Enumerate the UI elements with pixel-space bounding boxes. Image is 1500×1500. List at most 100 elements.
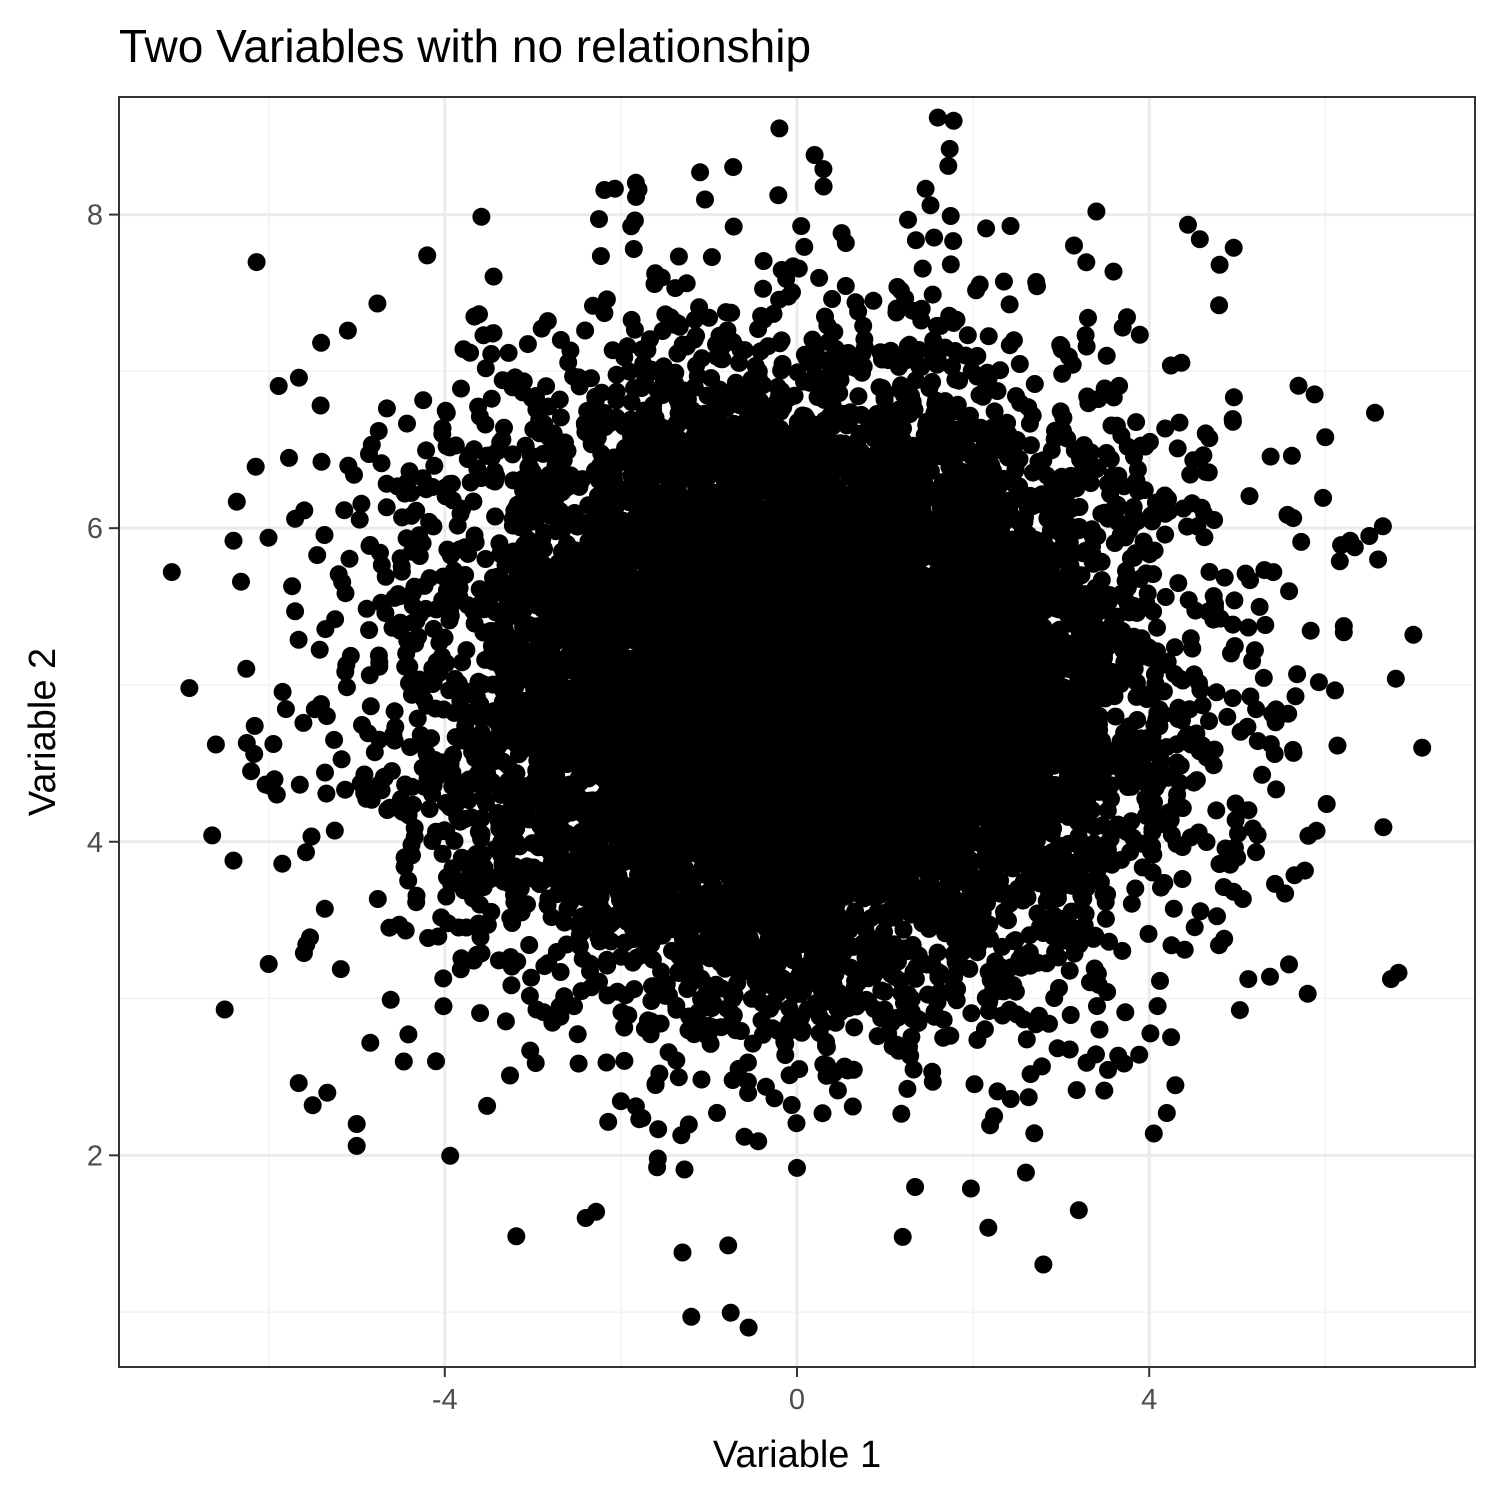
scatter-point <box>725 986 744 1005</box>
scatter-point <box>1210 936 1228 955</box>
scatter-point <box>430 633 449 652</box>
scatter-point <box>312 333 331 352</box>
scatter-point <box>1225 591 1244 610</box>
scatter-point <box>456 810 475 828</box>
scatter-point <box>325 821 344 840</box>
scatter-point <box>1156 525 1175 544</box>
scatter-point <box>1032 1057 1051 1076</box>
scatter-point <box>1200 562 1219 581</box>
scatter-point <box>290 775 309 794</box>
scatter-point <box>414 391 433 410</box>
scatter-point <box>832 224 851 243</box>
scatter-point <box>464 492 483 511</box>
scatter-point <box>1280 955 1298 974</box>
scatter-point <box>854 316 873 335</box>
scatter-point <box>377 474 396 493</box>
scatter-point <box>476 415 495 434</box>
scatter-point <box>417 441 436 460</box>
scatter-point <box>677 274 696 293</box>
scatter-point <box>792 217 811 236</box>
scatter-point <box>754 279 773 298</box>
scatter-point <box>958 326 977 345</box>
scatter-point <box>615 1051 634 1070</box>
scatter-point <box>970 275 989 294</box>
scatter-point <box>941 255 960 274</box>
scatter-point <box>979 327 998 346</box>
scatter-point <box>814 177 833 196</box>
scatter-point <box>350 510 369 529</box>
scatter-point <box>472 207 491 226</box>
scatter-point <box>1210 296 1229 315</box>
scatter-point <box>1301 621 1320 640</box>
scatter-point <box>1061 1006 1080 1024</box>
scatter-point <box>1017 1030 1036 1049</box>
scatter-point <box>1067 1081 1086 1100</box>
scatter-point <box>501 1066 519 1085</box>
scatter-point <box>1126 879 1145 898</box>
scatter-point <box>813 1104 832 1123</box>
scatter-point <box>904 1060 923 1079</box>
scatter-point <box>369 422 388 440</box>
scatter-point <box>1247 843 1265 862</box>
scatter-point <box>377 498 396 517</box>
scatter-point <box>667 1051 686 1070</box>
scatter-point <box>1060 961 1079 980</box>
scatter-point <box>372 454 391 473</box>
scatter-point <box>1122 894 1141 913</box>
scatter-point <box>434 969 453 988</box>
scatter-point <box>441 1146 460 1165</box>
scatter-point <box>1144 1124 1163 1143</box>
scatter-point <box>376 567 395 586</box>
scatter-point <box>381 990 400 1009</box>
scatter-point <box>1224 238 1243 257</box>
scatter-point <box>434 567 453 586</box>
scatter-point <box>1286 687 1305 706</box>
scatter-point <box>611 1092 630 1111</box>
scatter-point <box>537 377 556 396</box>
scatter-point <box>245 716 264 735</box>
scatter-point <box>790 1060 809 1079</box>
scatter-point <box>590 932 609 951</box>
scatter-point <box>1309 673 1328 692</box>
scatter-point <box>719 1236 738 1255</box>
scatter-point <box>1389 963 1408 982</box>
chart-title: Two Variables with no relationship <box>119 20 811 72</box>
scatter-point <box>649 1120 668 1139</box>
scatter-point <box>294 713 313 732</box>
scatter-point <box>1007 387 1025 406</box>
scatter-point <box>1097 346 1116 365</box>
scatter-point <box>1027 1015 1045 1034</box>
scatter-point <box>692 349 711 368</box>
scatter-point <box>1019 1088 1038 1107</box>
scatter-point <box>246 457 265 476</box>
scatter-point <box>237 734 256 752</box>
scatter-point <box>1187 771 1206 790</box>
scatter-point <box>1148 997 1167 1016</box>
data-points <box>162 108 1432 1337</box>
scatter-point <box>739 1318 758 1337</box>
scatter-point <box>724 158 743 177</box>
scatter-point <box>685 330 704 349</box>
scatter-point <box>237 659 256 678</box>
scatter-point <box>259 528 278 547</box>
scatter-point <box>743 1034 762 1053</box>
scatter-point <box>591 247 610 266</box>
scatter-point <box>1166 1076 1185 1095</box>
scatter-point <box>499 343 518 362</box>
scatter-point <box>1130 1045 1149 1064</box>
scatter-point <box>482 448 501 467</box>
scatter-point <box>1143 512 1162 531</box>
scatter-point <box>1065 236 1083 255</box>
scatter-point <box>1188 517 1207 536</box>
scatter-point <box>669 247 688 266</box>
scatter-point <box>452 379 470 398</box>
scatter-point <box>1127 413 1146 432</box>
scatter-point <box>1326 681 1344 700</box>
scatter-point <box>341 646 360 665</box>
scatter-point <box>276 700 295 719</box>
scatter-point <box>1332 536 1351 555</box>
scatter-point <box>925 228 944 247</box>
scatter-point <box>471 1004 490 1023</box>
scatter-point <box>913 259 932 278</box>
scatter-point <box>360 621 379 640</box>
